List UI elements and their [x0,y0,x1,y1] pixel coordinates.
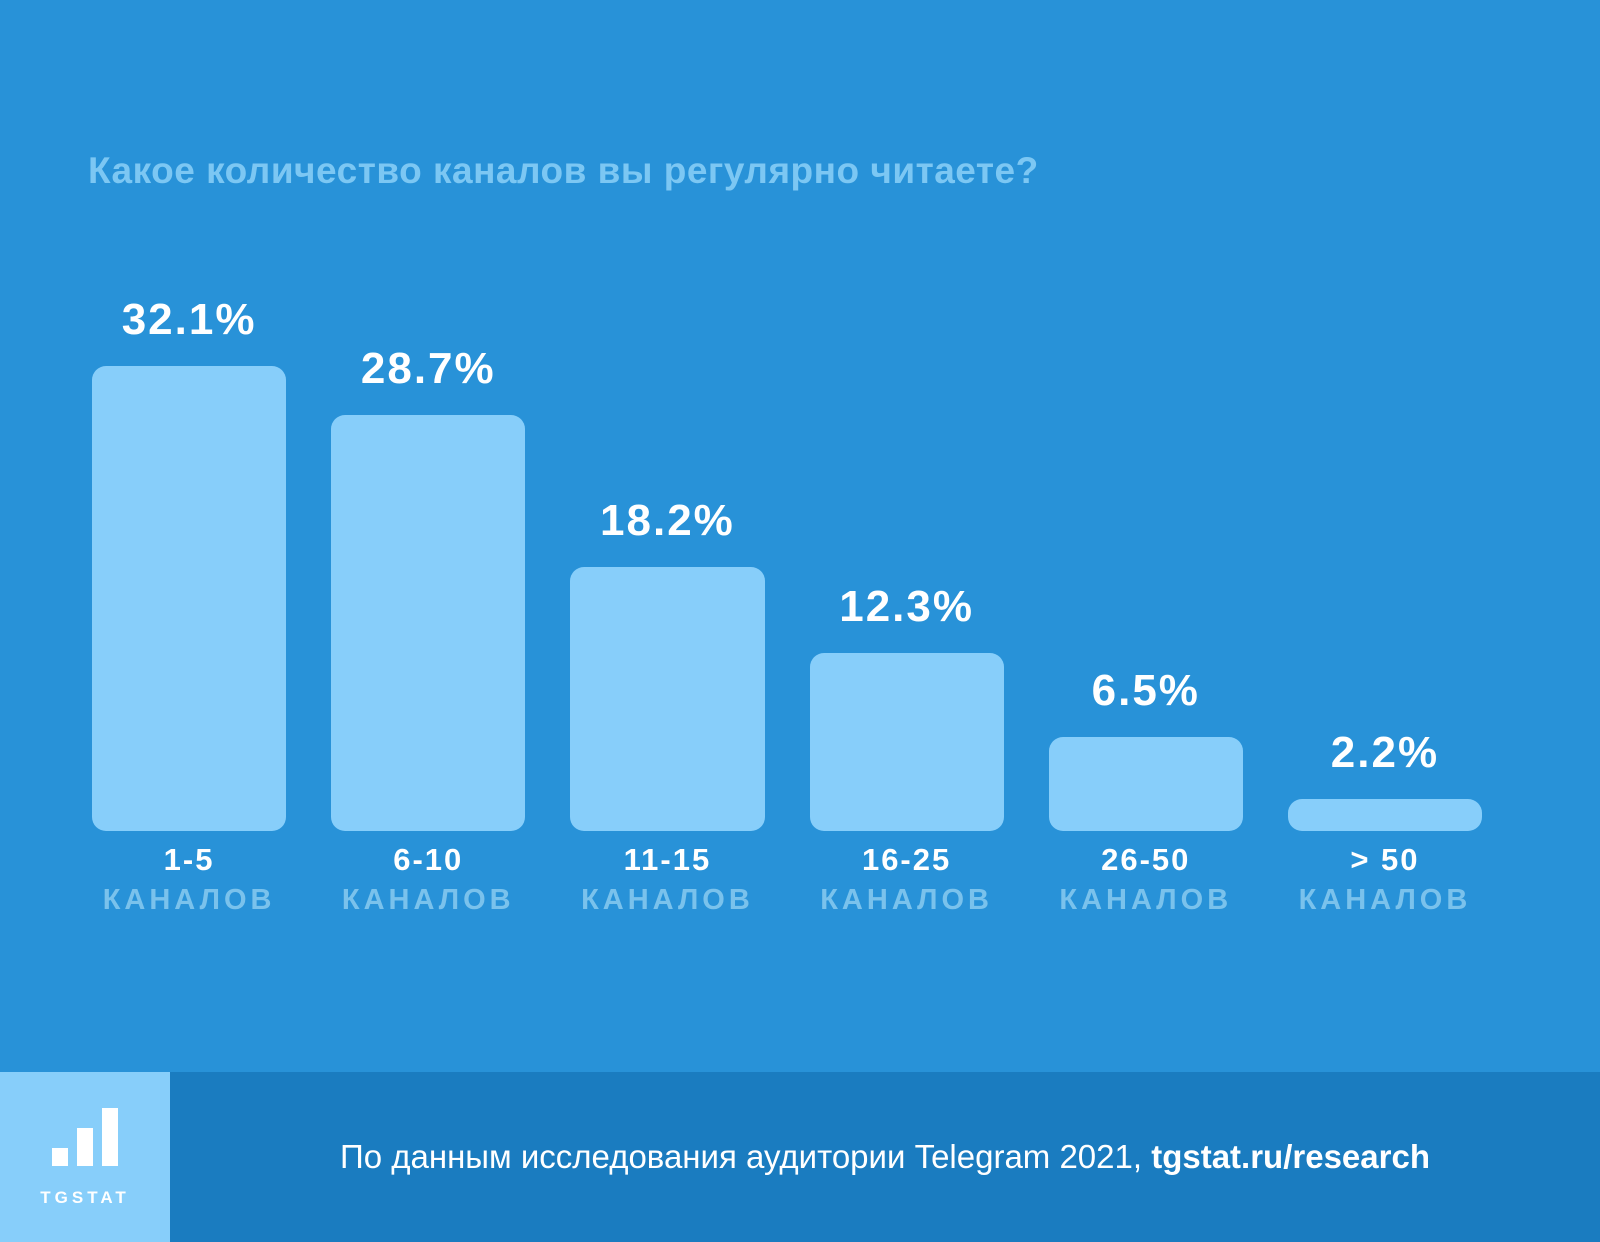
category-unit: КАНАЛОВ [102,884,276,917]
bar [1048,736,1243,831]
category-range: 16-25 [861,842,952,877]
category-unit: КАНАЛОВ [1298,884,1472,917]
category-label: 1-5 КАНАЛОВ [92,842,286,917]
category-unit: КАНАЛОВ [341,884,515,917]
bar-value-label: 6.5% [1091,665,1200,715]
category-label: 11-15 КАНАЛОВ [570,842,764,917]
category-range: > 50 [1350,842,1420,877]
bar-value-label: 12.3% [839,581,974,631]
bar-chart-icon [52,1108,118,1166]
category-range: 11-15 [623,842,712,877]
caption-text: По данным исследования аудитории Telegra… [340,1138,1152,1175]
bar [92,365,287,831]
bar-icon-small [52,1148,68,1166]
research-url: tgstat.ru/research [1151,1138,1430,1175]
category-range: 6-10 [393,842,464,877]
bar-chart: 32.1% 28.7% 18.2% 12.3% 6.5% 2.2% [92,240,1483,831]
bar-column: 12.3% [809,240,1004,831]
bar-column: 18.2% [570,240,765,831]
category-unit: КАНАЛОВ [820,884,993,917]
bar-value-label: 32.1% [121,294,257,344]
bar-column: 6.5% [1048,240,1243,831]
bar-value-label: 18.2% [600,496,735,546]
bar [809,652,1004,831]
chart-title: Какое количество каналов вы регулярно чи… [88,150,1039,191]
bar-value-label: 2.2% [1330,728,1440,778]
category-unit: КАНАЛОВ [1059,884,1233,917]
bar [570,567,765,831]
category-label: > 50 КАНАЛОВ [1288,842,1482,917]
bar-value-label: 28.7% [360,343,496,393]
footer-caption: По данным исследования аудитории Telegra… [170,1072,1600,1242]
bar-column: 32.1% [92,240,287,831]
bar-column: 28.7% [331,240,526,831]
category-label: 26-50 КАНАЛОВ [1049,842,1243,917]
logo-text: TGSTAT [40,1188,130,1207]
category-unit: КАНАЛОВ [581,884,754,917]
bar-icon-large [102,1108,118,1166]
category-range: 26-50 [1101,842,1191,877]
bar-column: 2.2% [1287,240,1483,831]
footer-band: TGSTAT По данным исследования аудитории … [0,1072,1600,1242]
category-range: 1-5 [163,842,215,877]
bar [331,414,526,831]
label-row: 1-5 КАНАЛОВ 6-10 КАНАЛОВ 11-15 КАНАЛОВ 16-25 КА… [92,842,1482,917]
category-label: 6-10 КАНАЛОВ [331,842,525,917]
tgstat-logo: TGSTAT [0,1072,170,1242]
bar [1287,799,1483,831]
bar-icon-medium [77,1128,93,1166]
category-label: 16-25 КАНАЛОВ [810,842,1004,917]
